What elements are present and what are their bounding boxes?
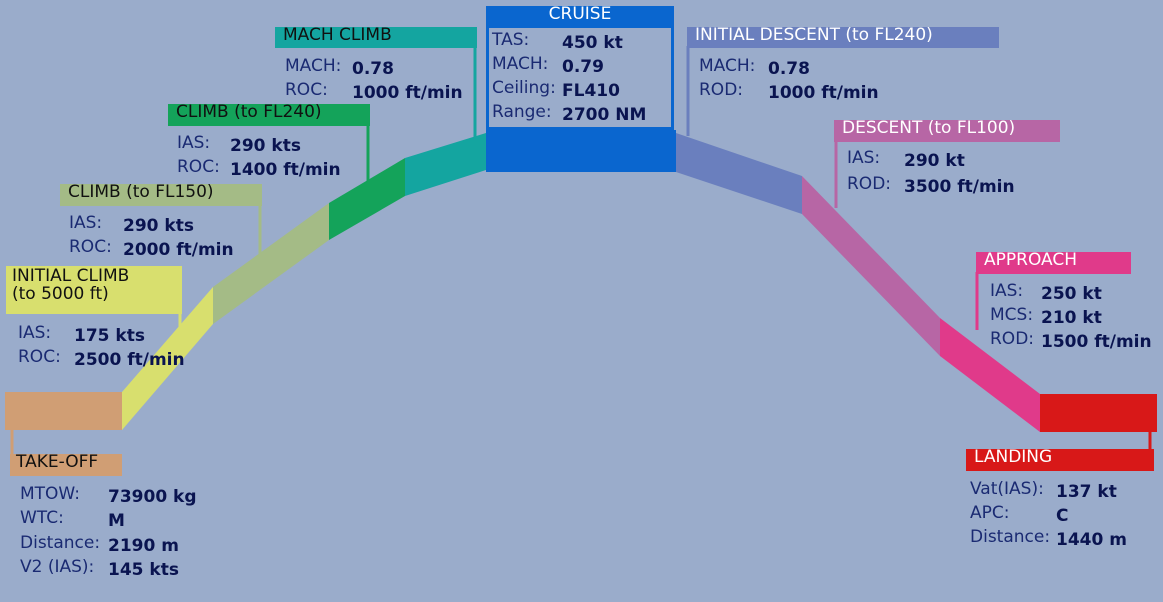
band-climb-fl150 (213, 203, 329, 324)
cruise-label-mach: MACH: (492, 54, 549, 74)
initial-climb-value-roc: 2500 ft/min (74, 350, 185, 370)
band-initial-climb (122, 287, 213, 430)
initial-climb-value-ias: 175 kts (74, 326, 145, 346)
approach-value-rod: 1500 ft/min (1041, 332, 1152, 352)
cruise-value-ceiling: FL410 (562, 81, 620, 101)
landing-label-vat: Vat(IAS): (970, 479, 1044, 499)
approach-value-mcs: 210 kt (1041, 308, 1102, 328)
band-climb-fl240 (329, 158, 405, 240)
cruise-label-tas: TAS: (492, 30, 530, 50)
initial-climb-title-line1: INITIAL CLIMB (12, 266, 130, 286)
climb-fl240-value-ias: 290 kts (230, 136, 301, 156)
band-approach (940, 318, 1040, 432)
initial-descent-value-rod: 1000 ft/min (768, 83, 879, 103)
phase-title-initial-climb: INITIAL CLIMB (to 5000 ft) (6, 266, 182, 314)
band-landing (1040, 394, 1157, 432)
mach-climb-label-roc: ROC: (285, 80, 328, 100)
band-initial-descent (676, 133, 802, 214)
takeoff-label-v2: V2 (IAS): (20, 557, 95, 577)
initial-climb-title-line2: (to 5000 ft) (12, 283, 109, 304)
landing-value-distance: 1440 m (1056, 530, 1127, 550)
climb-fl150-label-roc: ROC: (69, 237, 112, 257)
climb-fl150-value-roc: 2000 ft/min (123, 240, 234, 260)
phase-title-cruise: CRUISE (486, 5, 674, 28)
approach-value-ias: 250 kt (1041, 284, 1102, 304)
approach-label-ias: IAS: (990, 281, 1024, 301)
phase-title-climb-fl150: CLIMB (to FL150) (60, 183, 262, 206)
band-mach-climb (405, 133, 486, 196)
band-cruise (486, 130, 676, 172)
climb-fl150-value-ias: 290 kts (123, 216, 194, 236)
initial-descent-value-mach: 0.78 (768, 59, 810, 79)
mach-climb-value-roc: 1000 ft/min (352, 83, 463, 103)
climb-fl240-label-roc: ROC: (177, 157, 220, 177)
takeoff-label-mtow: MTOW: (20, 484, 80, 504)
landing-value-vat: 137 kt (1056, 482, 1117, 502)
band-descent-fl100 (802, 176, 940, 356)
cruise-label-ceiling: Ceiling: (492, 78, 556, 98)
initial-climb-label-roc: ROC: (18, 347, 61, 367)
cruise-label-range: Range: (492, 102, 552, 122)
descent-fl100-label-rod: ROD: (847, 174, 892, 194)
cruise-value-mach: 0.79 (562, 57, 604, 77)
descent-fl100-label-ias: IAS: (847, 148, 881, 168)
cruise-value-range: 2700 NM (562, 105, 647, 125)
approach-label-rod: ROD: (990, 329, 1035, 349)
takeoff-value-wtc: M (108, 511, 125, 531)
phase-title-landing: LANDING (966, 448, 1154, 471)
mach-climb-value-mach: 0.78 (352, 59, 394, 79)
phase-title-climb-fl240: CLIMB (to FL240) (168, 103, 370, 126)
phase-title-descent-fl100: DESCENT (to FL100) (834, 119, 1060, 142)
phase-title-takeoff: TAKE-OFF (10, 453, 122, 476)
takeoff-label-distance: Distance: (20, 533, 101, 553)
phase-title-mach-climb: MACH CLIMB (275, 26, 477, 48)
climb-fl240-label-ias: IAS: (177, 133, 211, 153)
takeoff-value-distance: 2190 m (108, 536, 179, 556)
initial-climb-label-ias: IAS: (18, 323, 52, 343)
takeoff-value-v2: 145 kts (108, 560, 179, 580)
phase-title-initial-descent: INITIAL DESCENT (to FL240) (687, 26, 999, 48)
climb-fl240-value-roc: 1400 ft/min (230, 160, 341, 180)
initial-descent-label-rod: ROD: (699, 80, 744, 100)
initial-descent-label-mach: MACH: (699, 56, 756, 76)
takeoff-value-mtow: 73900 kg (108, 487, 197, 507)
descent-fl100-value-rod: 3500 ft/min (904, 177, 1015, 197)
landing-label-distance: Distance: (970, 527, 1051, 547)
descent-fl100-value-ias: 290 kt (904, 151, 965, 171)
phase-title-approach: APPROACH (976, 251, 1131, 274)
mach-climb-label-mach: MACH: (285, 56, 342, 76)
approach-label-mcs: MCS: (990, 305, 1034, 325)
cruise-value-tas: 450 kt (562, 33, 623, 53)
landing-label-apc: APC: (970, 503, 1010, 523)
landing-value-apc: C (1056, 506, 1069, 526)
band-takeoff (5, 392, 122, 430)
climb-fl150-label-ias: IAS: (69, 213, 103, 233)
takeoff-label-wtc: WTC: (20, 508, 64, 528)
